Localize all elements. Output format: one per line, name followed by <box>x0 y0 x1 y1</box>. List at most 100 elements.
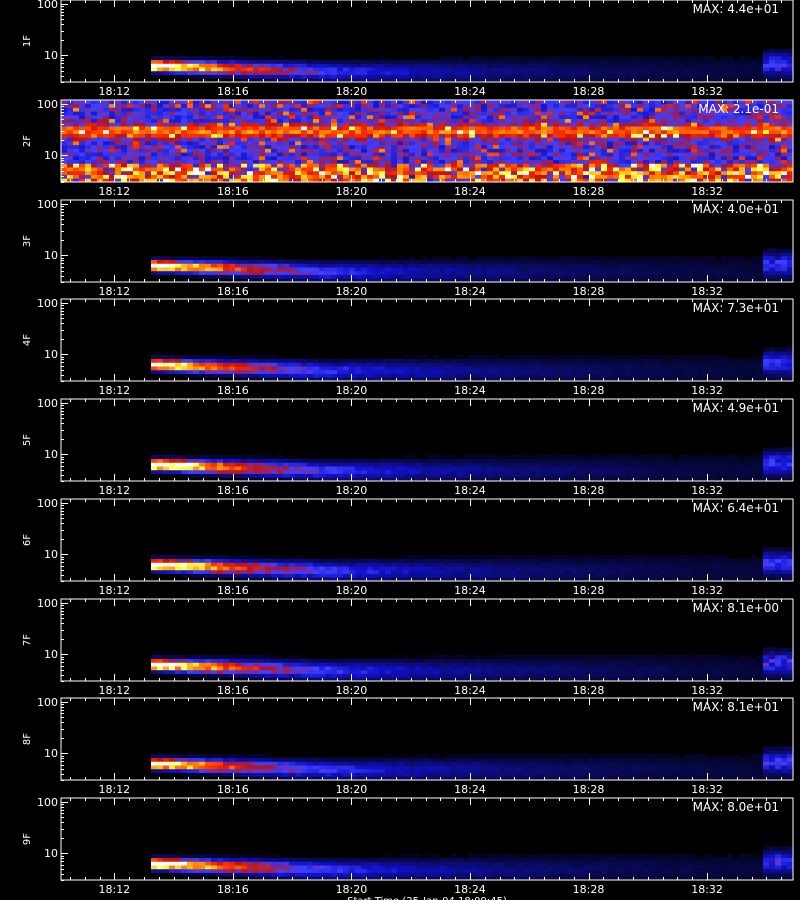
heatmap-cell <box>181 366 188 371</box>
heatmap-cell <box>571 111 578 116</box>
heatmap-cell <box>241 118 248 123</box>
heatmap-cell <box>211 267 218 272</box>
heatmap-cell <box>553 259 560 264</box>
heatmap-cell <box>241 170 248 175</box>
heatmap-cell <box>355 163 362 168</box>
heatmap-cell <box>745 74 752 79</box>
heatmap-cell <box>697 129 704 134</box>
heatmap-cell <box>187 133 194 138</box>
heatmap-cell <box>559 63 566 68</box>
heatmap-cell <box>157 107 164 112</box>
heatmap-cell <box>361 178 368 183</box>
heatmap-cell <box>103 122 110 127</box>
heatmap-cell <box>337 373 344 378</box>
heatmap-cell <box>139 178 146 183</box>
heatmap-cell <box>493 133 500 138</box>
heatmap-cell <box>451 107 458 112</box>
heatmap-cell <box>697 155 704 161</box>
heatmap-cell <box>649 78 656 83</box>
heatmap-cell <box>673 144 680 149</box>
heatmap-cell <box>241 70 248 75</box>
heatmap-cell <box>205 167 212 172</box>
heatmap-cell <box>289 263 296 268</box>
heatmap-cell <box>655 170 662 175</box>
heatmap-cell <box>319 358 326 363</box>
heatmap-cell <box>427 267 434 272</box>
heatmap-cell <box>259 358 266 363</box>
heatmap-cell <box>343 358 350 363</box>
heatmap-cell <box>181 63 188 68</box>
heatmap-cell <box>463 263 470 268</box>
heatmap-cell <box>703 255 710 261</box>
heatmap-cell <box>115 137 122 142</box>
heatmap-cell <box>391 70 398 75</box>
heatmap-cell <box>493 103 500 108</box>
heatmap-cell <box>181 59 188 64</box>
heatmap-cell <box>451 152 458 157</box>
heatmap-cell <box>751 167 758 172</box>
heatmap-cell <box>247 78 254 83</box>
heatmap-cell <box>739 144 746 149</box>
x-tick-label: 18:20 <box>336 285 368 298</box>
heatmap-cell <box>607 111 614 116</box>
heatmap-cell <box>775 141 782 146</box>
heatmap-cell <box>397 114 404 120</box>
heatmap-cell <box>691 67 698 72</box>
heatmap-cell <box>169 70 176 75</box>
heatmap-cell <box>769 48 776 53</box>
heatmap-cell <box>727 255 734 261</box>
heatmap-cell <box>385 107 392 112</box>
heatmap-cell <box>607 369 614 374</box>
heatmap-cell <box>133 167 140 172</box>
heatmap-cell <box>397 358 404 363</box>
heatmap-cell <box>319 259 326 264</box>
heatmap-cell <box>433 141 440 146</box>
heatmap-cell <box>313 141 320 146</box>
heatmap-cell <box>409 133 416 138</box>
heatmap-cell <box>427 111 434 116</box>
heatmap-cell <box>763 148 770 153</box>
heatmap-cell <box>145 111 152 116</box>
heatmap-cell <box>235 107 242 112</box>
heatmap-cell <box>451 133 458 138</box>
heatmap-cell <box>247 362 254 367</box>
heatmap-cell <box>379 255 386 261</box>
heatmap-cell <box>571 137 578 142</box>
heatmap-cell <box>307 358 314 363</box>
heatmap-cell <box>481 274 488 279</box>
heatmap-cell <box>67 174 74 179</box>
heatmap-cell <box>487 170 494 175</box>
heatmap-cell <box>421 118 428 123</box>
heatmap-cell <box>205 111 212 116</box>
heatmap-cell <box>697 100 704 105</box>
heatmap-cell <box>541 152 548 157</box>
heatmap-cell <box>487 155 494 161</box>
heatmap-cell <box>85 137 92 142</box>
heatmap-cell <box>193 111 200 116</box>
heatmap-cell <box>487 358 494 363</box>
heatmap-cell <box>91 137 98 142</box>
heatmap-cell <box>385 159 392 164</box>
heatmap-cell <box>157 137 164 142</box>
heatmap-cell <box>535 137 542 142</box>
heatmap-cell <box>619 255 626 261</box>
heatmap-cell <box>565 103 572 108</box>
heatmap-cell <box>223 107 230 112</box>
heatmap-cell <box>337 111 344 116</box>
heatmap-cell <box>535 274 542 279</box>
heatmap-cell <box>511 366 518 371</box>
heatmap-cell <box>655 111 662 116</box>
heatmap-cell <box>475 70 482 75</box>
heatmap-cell <box>721 159 728 164</box>
heatmap-cell <box>691 103 698 108</box>
heatmap-cell <box>715 67 722 72</box>
heatmap-cell <box>73 167 80 172</box>
heatmap-cell <box>415 103 422 108</box>
heatmap-cell <box>199 263 206 268</box>
heatmap-cell <box>157 122 164 127</box>
heatmap-cell <box>325 369 332 374</box>
heatmap-cell <box>451 278 458 283</box>
heatmap-cell <box>379 59 386 64</box>
heatmap-cell <box>613 152 620 157</box>
heatmap-cell <box>115 107 122 112</box>
